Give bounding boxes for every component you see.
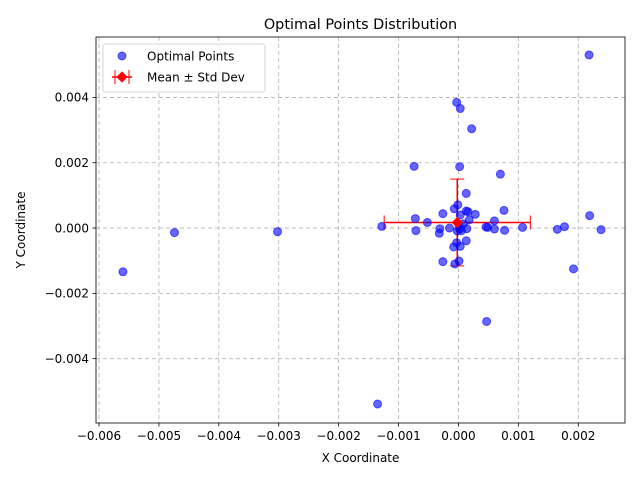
y-tick-label: 0.000 (55, 221, 89, 235)
data-point (489, 216, 499, 226)
x-tick-label: −0.005 (137, 429, 181, 443)
data-point (410, 214, 420, 224)
data-point (500, 225, 510, 235)
data-point (434, 228, 444, 238)
x-tick-label: −0.004 (197, 429, 241, 443)
y-tick-label: −0.004 (45, 352, 89, 366)
data-point (585, 211, 595, 221)
y-tick-label: 0.004 (55, 91, 89, 105)
x-axis-label: X Coordinate (322, 451, 400, 465)
legend-label-optimal-points: Optimal Points (147, 50, 234, 64)
data-point (455, 210, 465, 220)
x-axis: −0.006 −0.005 −0.004 −0.003 −0.002 −0.001 0.00… (77, 423, 595, 443)
data-point (584, 50, 594, 60)
x-tick-label: 0.002 (561, 429, 595, 443)
data-point (461, 188, 471, 198)
data-point (568, 264, 578, 274)
plot-frame (95, 36, 626, 424)
data-point (377, 221, 387, 231)
data-point (461, 236, 471, 246)
data-point (596, 225, 606, 235)
data-point (499, 205, 509, 215)
x-tick-label: 0.001 (501, 429, 535, 443)
data-point (467, 124, 477, 134)
x-tick-label: −0.002 (316, 429, 360, 443)
x-tick-label: −0.001 (376, 429, 420, 443)
data-point (518, 222, 528, 232)
legend-box (102, 43, 266, 93)
data-point (449, 204, 459, 214)
mean-marker-layer (451, 216, 463, 229)
y-axis: −0.004 −0.002 0.000 0.002 0.004 (45, 91, 96, 366)
data-point (455, 162, 465, 172)
data-point (455, 104, 465, 114)
legend-marker-optimal-points (117, 51, 127, 61)
chart-title: Optimal Points Distribution (264, 17, 457, 33)
data-point (438, 209, 448, 219)
data-points (118, 50, 606, 409)
y-axis-label: Y Coordinate (14, 192, 28, 270)
data-point (438, 257, 448, 267)
data-point (489, 224, 499, 234)
x-tick-label: −0.006 (77, 429, 121, 443)
legend-marker-mean-std (112, 70, 132, 84)
data-point (373, 399, 383, 409)
data-point (409, 161, 419, 171)
y-tick-label: 0.002 (55, 156, 89, 170)
data-point (118, 267, 128, 277)
data-point (411, 226, 421, 236)
x-tick-label: −0.003 (257, 429, 301, 443)
data-point (169, 228, 179, 238)
data-point (452, 226, 462, 236)
data-point (273, 227, 283, 237)
y-tick-label: −0.002 (45, 287, 89, 301)
data-point (482, 316, 492, 326)
data-point (450, 259, 460, 269)
data-point (444, 223, 454, 233)
legend-label-mean-std: Mean ± Std Dev (147, 71, 245, 85)
data-point (449, 242, 459, 252)
legend: Optimal Points Mean ± Std Dev (102, 43, 266, 93)
mean-marker (451, 216, 463, 229)
data-point (470, 209, 480, 219)
data-point (495, 169, 505, 179)
x-tick-label: 0.000 (441, 429, 475, 443)
data-point (422, 217, 432, 227)
data-point (552, 224, 562, 234)
